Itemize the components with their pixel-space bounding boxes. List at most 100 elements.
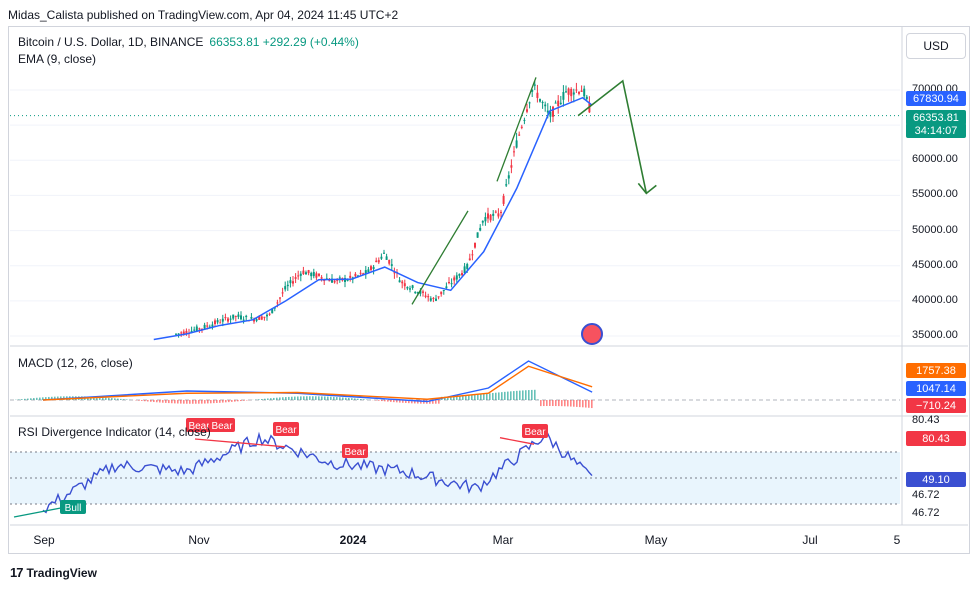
macd-histogram-bar [240,400,242,402]
rsi-badge-bg [60,500,86,514]
price-candle [190,330,193,333]
macd-histogram-bar [30,398,32,400]
price-axis-tick: 60000.00 [912,153,958,166]
rsi-badge: Bear [344,447,366,458]
macd-histogram-bar [585,400,587,408]
price-candle [182,331,185,335]
price-candle [416,292,419,294]
macd-histogram-bar [222,400,224,403]
price-candle [549,111,552,117]
macd-histogram-bar [174,400,176,404]
price-candle [242,319,245,321]
macd-histogram-bar [120,398,122,400]
macd-histogram-bar [291,396,293,400]
macd-histogram-bar [234,400,236,402]
price-candle [515,140,518,148]
macd-histogram-bar [474,394,476,400]
price-candle [539,99,541,102]
time-axis-label: 5 [893,533,901,547]
macd-histogram-bar [105,397,107,400]
price-candle [393,272,396,274]
macd-histogram-bar [159,400,161,403]
macd-histogram-bar [24,398,26,400]
price-candle [559,102,562,104]
price-candle [258,316,261,320]
macd-histogram-bar [102,397,104,400]
price-candle [175,333,177,335]
macd-histogram-bar [276,397,278,400]
symbol-legend: Bitcoin / U.S. Dollar, 1D, BINANCE 66353.… [18,35,359,49]
price-candle [432,297,435,299]
macd-histogram-bar [204,400,206,404]
currency-button[interactable]: USD [906,33,966,59]
price-candle [289,280,292,284]
macd-histogram-bar [564,400,566,407]
macd-histogram-bar [348,397,350,400]
macd-histogram-bar [546,400,548,407]
macd-histogram-bar [492,393,494,400]
macd-histogram-bar [567,400,569,407]
macd-histogram-bar [429,400,431,404]
price-tag-ema: 67830.94 [906,91,966,106]
price-candle [479,227,482,231]
macd-histogram-bar [36,397,38,400]
price-candle [507,175,510,179]
price-candle [476,232,479,238]
price-candle [385,256,388,260]
macd-histogram-bar [516,390,518,400]
macd-histogram-bar [150,400,152,402]
macd-histogram-bar [525,390,527,400]
macd-histogram-bar [225,400,227,403]
macd-histogram-bar [243,400,245,401]
macd-histogram-bar [114,398,116,400]
price-candle [500,211,502,214]
price-candle [338,277,341,279]
tradingview-logo-icon: 17 [10,565,24,580]
price-axis-tick: 35000.00 [912,329,958,341]
price-candle [578,92,580,94]
price-candle [349,275,352,278]
macd-histogram-bar [519,390,521,400]
price-candle [250,316,253,319]
chart-frame [8,26,970,554]
macd-histogram-bar [504,391,506,400]
price-candle [455,275,458,280]
macd-histogram-bar [141,400,143,401]
macd-histogram-bar [267,398,269,400]
price-candle [580,90,583,92]
price-candle [541,102,544,104]
macd-histogram-bar [384,400,386,402]
price-axis-tick: 40000.00 [912,293,958,306]
macd-histogram-bar [273,397,275,400]
price-tag-price: 66353.81 [906,110,966,125]
macd-histogram-bar [417,400,419,404]
macd-histogram-bar [309,396,311,400]
macd-histogram-bar [321,396,323,400]
macd-histogram-bar [117,398,119,400]
macd-histogram-bar [354,398,356,400]
macd-histogram-bar [318,396,320,400]
macd-histogram-bar [183,400,185,404]
price-candle [484,217,487,222]
price-candle [388,260,391,264]
macd-histogram-bar [228,400,230,403]
price-candle [315,273,318,278]
macd-tag-signal: 1757.38 [906,363,966,378]
price-candle [518,134,521,136]
macd-histogram-bar [219,400,221,403]
price-candle [294,277,297,279]
macd-histogram-bar [147,400,149,402]
price-candle [281,292,284,294]
macd-histogram-bar [555,400,557,407]
price-candle [523,119,526,121]
rsi-axis-tick: 46.72 [912,489,940,501]
footer-brand[interactable]: 17 TradingView [10,565,97,580]
macd-histogram-bar [468,395,470,400]
price-candle [383,252,385,254]
price-candle [237,314,240,317]
macd-histogram-bar [378,400,380,401]
rsi-badge: Bear [275,425,297,436]
macd-histogram-bar [327,396,329,400]
price-candle [505,184,508,186]
